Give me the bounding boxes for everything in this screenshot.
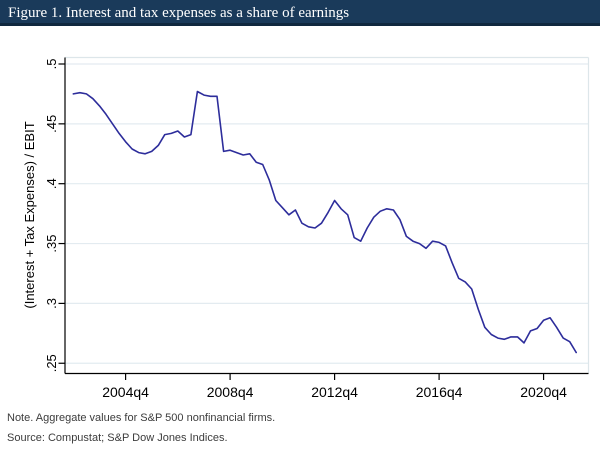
axes [64,57,589,375]
x-tick-label: 2012q4 [311,384,358,400]
x-tick-label: 2008q4 [207,384,254,400]
plot-border [65,56,590,374]
y-tick-label: .35 [44,235,59,253]
series-line [72,90,578,354]
y-axis-label: (Interest + Tax Expenses) / EBIT [22,121,37,308]
y-tick-label: .4 [44,178,59,189]
axis-ticks [58,63,545,380]
x-tick-label: 2020q4 [520,384,567,400]
figure-title-bar: Figure 1. Interest and tax expenses as a… [0,0,600,26]
x-tick-label: 2016q4 [416,384,463,400]
axis-tick-labels: .5 .45 .4 .35 .3 .25 2004q4 2008q4 2012q4 2016q4 2… [44,59,567,400]
chart-note: Note. Aggregate values for S&P 500 nonfi… [7,412,276,424]
x-tick-label: 2004q4 [102,384,149,400]
gridlines [65,63,589,364]
data-series [72,90,578,354]
y-tick-label: .45 [44,115,59,133]
y-tick-label: .5 [44,59,59,70]
chart-source: Source: Compustat; S&P Dow Jones Indices… [7,432,228,444]
y-tick-label: .3 [44,298,59,309]
y-tick-label: .25 [44,354,59,372]
figure-title: Figure 1. Interest and tax expenses as a… [8,5,350,21]
